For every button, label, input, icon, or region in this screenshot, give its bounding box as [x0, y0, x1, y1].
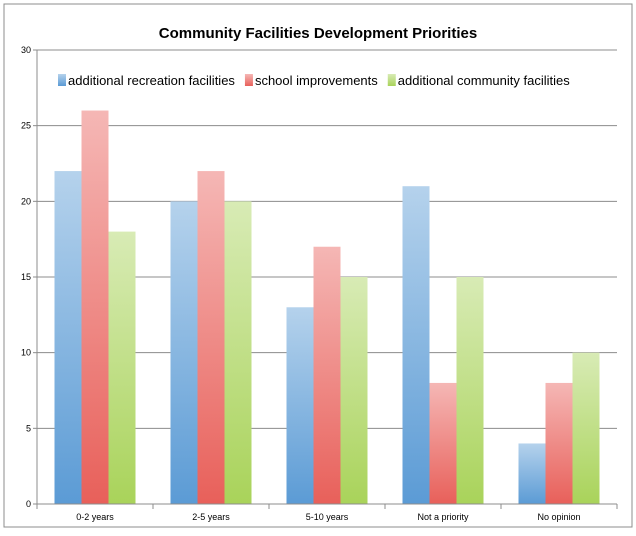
bar-3-4 [456, 277, 484, 504]
y-tick-label: 25 [21, 121, 31, 131]
legend-swatch [244, 74, 253, 86]
x-axis: 0-2 years 2-5 years 5-10 years Not a priori… [36, 503, 618, 522]
bar-1-5 [518, 443, 546, 504]
y-tick-label: 0 [26, 499, 31, 509]
bar-3-2 [224, 201, 252, 505]
x-tick-label: No opinion [537, 512, 580, 522]
x-tick-label: 0-2 years [76, 512, 114, 522]
bar-1-2 [170, 201, 198, 505]
x-tick-label: 2-5 years [192, 512, 230, 522]
legend-background [54, 68, 580, 90]
bar-2-4 [429, 382, 457, 504]
x-tick-label: 5-10 years [306, 512, 349, 522]
legend-label: additional community facilities [398, 73, 570, 88]
bar-3-3 [340, 277, 368, 504]
y-tick-label: 10 [21, 348, 31, 358]
legend-label: additional recreation facilities [68, 73, 235, 88]
bar-1-1 [54, 171, 82, 505]
bar-2-2 [197, 171, 225, 505]
bar-3-5 [572, 352, 600, 504]
y-tick-label: 20 [21, 196, 31, 206]
y-tick-label: 15 [21, 272, 31, 282]
bars [54, 110, 600, 505]
legend-swatch [58, 74, 66, 86]
chart-title: Community Facilities Development Priorit… [159, 25, 477, 42]
bar-2-1 [81, 110, 109, 505]
bar-2-3 [313, 246, 341, 504]
bar-2-5 [545, 382, 573, 504]
y-tick-label: 30 [21, 45, 31, 55]
legend: additional recreation facilities school i… [54, 68, 580, 90]
bar-1-3 [286, 307, 314, 504]
bar-1-4 [402, 186, 430, 504]
y-tick-label: 5 [26, 423, 31, 433]
x-tick-label: Not a priority [417, 512, 469, 522]
y-axis: 0 5 10 15 20 25 30 [21, 45, 38, 509]
bar-3-1 [108, 231, 136, 504]
legend-swatch [387, 74, 396, 86]
legend-label: school improvements [255, 73, 378, 88]
